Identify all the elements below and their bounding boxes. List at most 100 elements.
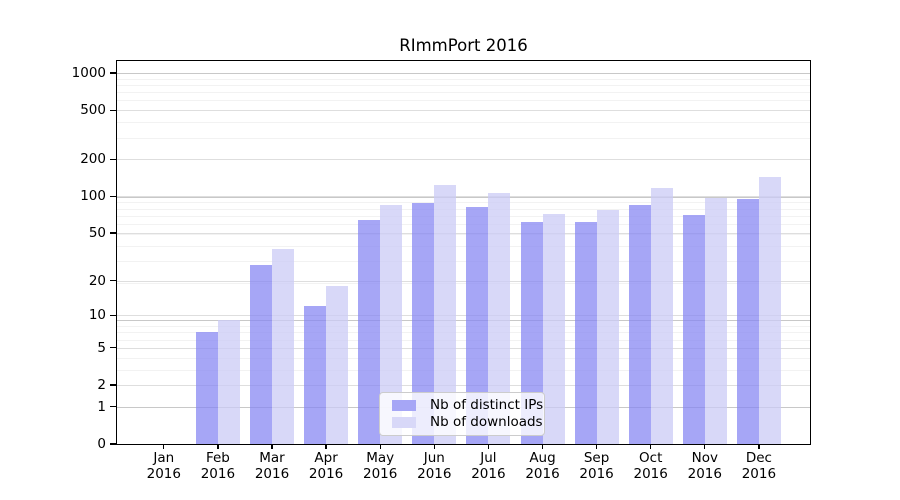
- x-tick-label: Jun 2016: [417, 450, 452, 482]
- y-tick-label: 0: [97, 436, 106, 452]
- y-tick-mark: [110, 347, 117, 349]
- y-tick-mark: [110, 279, 117, 282]
- decade-gridline: [117, 196, 810, 198]
- major-gridline: [117, 110, 810, 112]
- x-tick-mark: [758, 444, 760, 449]
- bar-downloads: [488, 192, 511, 444]
- y-tick-label: 10: [88, 307, 106, 324]
- x-tick-label: Apr 2016: [308, 450, 344, 482]
- y-tick-mark: [110, 443, 117, 445]
- x-tick-mark: [595, 444, 598, 449]
- bar-downloads: [380, 205, 403, 444]
- legend: Nb of distinct IPs Nb of downloads: [379, 392, 545, 436]
- x-tick-mark: [325, 444, 327, 449]
- bar-distinct-ips: [628, 204, 651, 444]
- minor-gridline: [117, 339, 810, 341]
- y-tick-label: 5: [97, 339, 106, 356]
- y-tick-label: 500: [80, 102, 106, 119]
- legend-swatch-downloads-icon: [392, 417, 416, 428]
- x-tick-mark: [379, 444, 381, 449]
- x-tick-label: Mar 2016: [254, 450, 290, 482]
- x-tick-mark: [433, 444, 435, 449]
- legend-item-distinct-ips: Nb of distinct IPs: [387, 397, 543, 414]
- minor-gridline: [117, 78, 810, 80]
- major-gridline: [117, 196, 810, 198]
- minor-gridline: [117, 357, 810, 359]
- bar-downloads: [326, 285, 349, 444]
- minor-gridline: [117, 202, 810, 204]
- minor-gridline: [117, 92, 810, 94]
- minor-gridline: [117, 215, 810, 217]
- y-tick-mark: [110, 158, 117, 160]
- bar-downloads: [542, 213, 565, 444]
- bar-distinct-ips: [358, 219, 381, 444]
- y-tick-mark: [110, 406, 117, 408]
- bar-distinct-ips: [250, 265, 272, 444]
- legend-label-distinct-ips: Nb of distinct IPs: [430, 397, 544, 413]
- minor-gridline: [117, 100, 810, 102]
- bar-distinct-ips: [412, 202, 435, 444]
- y-tick-label: 100: [80, 188, 106, 205]
- y-tick-label: 1000: [71, 64, 106, 81]
- x-tick-label: Dec 2016: [741, 450, 777, 482]
- minor-gridline: [117, 224, 810, 226]
- x-tick-label: Oct 2016: [633, 450, 668, 482]
- x-tick-label: Jan 2016: [146, 450, 181, 482]
- x-tick-label: Aug 2016: [525, 450, 560, 482]
- minor-gridline: [117, 208, 810, 210]
- x-tick-mark: [487, 444, 490, 449]
- minor-gridline: [117, 233, 810, 235]
- bar-downloads: [272, 248, 294, 444]
- plot-area: Nb of distinct IPs Nb of downloads: [117, 61, 810, 444]
- minor-gridline: [117, 245, 810, 247]
- chart-title: RImmPort 2016: [399, 36, 528, 55]
- minor-gridline: [117, 261, 810, 263]
- y-tick-label: 2: [97, 377, 106, 393]
- legend-label-downloads: Nb of downloads: [430, 414, 543, 430]
- x-tick-mark: [650, 444, 652, 449]
- minor-gridline: [117, 332, 810, 334]
- legend-swatch-distinct-ips-icon: [392, 400, 416, 411]
- legend-item-downloads: Nb of downloads: [387, 414, 543, 431]
- bar-downloads: [434, 185, 457, 444]
- bar-downloads: [650, 188, 673, 444]
- y-tick-mark: [110, 109, 117, 111]
- x-tick-mark: [217, 444, 219, 449]
- bar-distinct-ips: [520, 222, 543, 444]
- minor-gridline: [117, 85, 810, 87]
- minor-gridline: [117, 122, 810, 124]
- y-tick-label: 1: [97, 398, 106, 415]
- y-tick-label: 20: [88, 272, 106, 289]
- bar-downloads: [704, 198, 727, 444]
- bar-downloads: [596, 210, 619, 444]
- bar-distinct-ips: [466, 207, 489, 444]
- bar-distinct-ips: [304, 306, 327, 444]
- minor-gridline: [117, 283, 810, 285]
- x-tick-label: May 2016: [363, 450, 398, 482]
- x-tick-label: Jul 2016: [471, 450, 506, 482]
- x-tick-label: Nov 2016: [687, 450, 722, 482]
- bar-distinct-ips: [682, 215, 705, 444]
- major-gridline: [117, 347, 810, 349]
- bar-distinct-ips: [195, 332, 218, 444]
- x-tick-mark: [163, 444, 165, 449]
- minor-gridline: [117, 369, 810, 371]
- y-tick-mark: [110, 314, 117, 316]
- major-gridline: [117, 385, 810, 386]
- x-tick-mark: [704, 444, 706, 449]
- y-tick-label: 50: [88, 224, 106, 241]
- bar-distinct-ips: [574, 222, 597, 444]
- x-tick-label: Sep 2016: [579, 450, 614, 482]
- x-tick-label: Feb 2016: [200, 450, 236, 482]
- decade-gridline: [117, 73, 810, 75]
- decade-gridline: [117, 320, 810, 322]
- minor-gridline: [117, 326, 810, 327]
- major-gridline: [117, 159, 810, 161]
- y-tick-mark: [110, 384, 117, 386]
- x-tick-mark: [541, 444, 544, 449]
- y-tick-mark: [110, 195, 117, 197]
- bar-distinct-ips: [736, 199, 759, 444]
- y-tick-label: 200: [80, 151, 106, 168]
- bar-downloads: [217, 320, 240, 444]
